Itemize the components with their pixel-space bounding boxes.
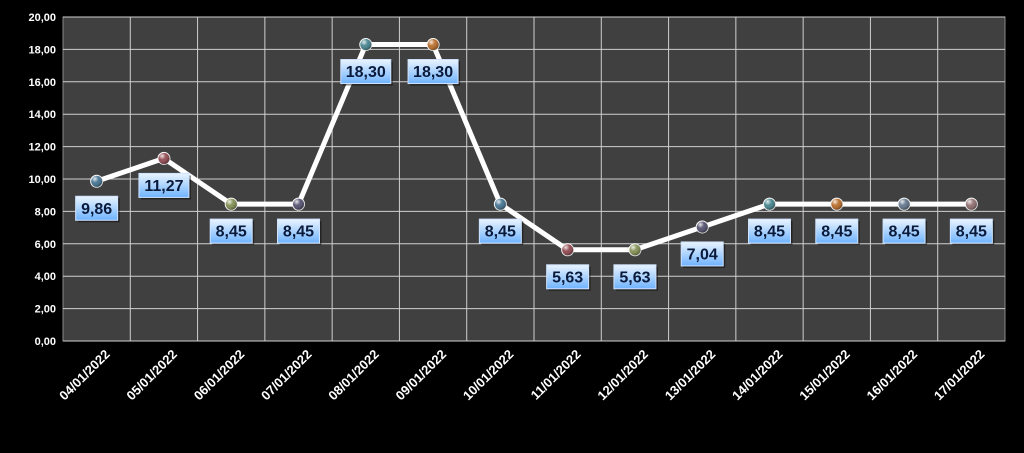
y-tick-label: 8,00 <box>35 206 56 218</box>
x-tick-label: 12/01/2022 <box>594 347 651 404</box>
data-label-text: 11,27 <box>144 178 183 195</box>
x-tick-label: 08/01/2022 <box>325 347 382 404</box>
data-label: 8,45 <box>949 218 995 246</box>
data-label-text: 7,04 <box>687 246 718 263</box>
x-tick-label: 14/01/2022 <box>729 347 786 404</box>
data-label: 8,45 <box>209 218 255 246</box>
y-tick-label: 0,00 <box>35 336 56 348</box>
y-tick-label: 6,00 <box>35 239 56 251</box>
data-point-shine <box>157 152 170 165</box>
data-label: 8,45 <box>882 218 928 246</box>
data-label-box <box>882 218 926 244</box>
x-tick-label: 06/01/2022 <box>191 347 248 404</box>
data-point-shine <box>561 243 574 256</box>
x-tick-label: 04/01/2022 <box>56 347 113 404</box>
data-label: 8,45 <box>277 218 322 246</box>
y-tick-label: 10,00 <box>28 174 56 186</box>
x-tick-label: 13/01/2022 <box>662 347 719 404</box>
data-point-shine <box>696 220 709 233</box>
x-tick-label: 17/01/2022 <box>931 347 988 404</box>
y-tick-label: 4,00 <box>35 271 56 283</box>
data-label: 18,30 <box>407 59 461 86</box>
data-label-text: 8,45 <box>889 224 920 241</box>
data-point-shine <box>898 198 911 211</box>
data-label-box <box>478 218 522 244</box>
x-tick-label: 16/01/2022 <box>864 347 921 404</box>
data-label: 11,27 <box>138 172 191 200</box>
data-label-box <box>138 172 190 198</box>
data-label-box <box>340 59 392 85</box>
data-markers <box>90 38 978 257</box>
data-label-text: 8,45 <box>283 224 314 241</box>
data-label-text: 8,45 <box>956 224 987 241</box>
x-tick-label: 09/01/2022 <box>393 347 450 404</box>
data-point-shine <box>965 198 978 211</box>
data-label-text: 5,63 <box>552 269 583 286</box>
data-point-shine <box>494 198 507 211</box>
data-label-box <box>75 195 119 221</box>
data-label: 8,45 <box>748 218 793 246</box>
data-point-shine <box>90 175 103 188</box>
data-label-text: 18,30 <box>413 64 453 81</box>
series-line <box>94 42 974 253</box>
data-label: 5,63 <box>546 264 591 291</box>
data-point-shine <box>225 198 238 211</box>
x-tick-label: 10/01/2022 <box>460 347 517 404</box>
data-labels: 9,86 11,27 8,45 8,45 18,30 18,30 8,45 5,63 5,63 7… <box>75 59 995 291</box>
data-label-text: 9,86 <box>81 201 112 218</box>
y-tick-label: 12,00 <box>28 142 56 154</box>
y-tick-label: 2,00 <box>35 304 56 316</box>
y-tick-label: 18,00 <box>28 44 56 56</box>
data-label: 8,45 <box>815 218 860 246</box>
data-label: 9,86 <box>75 195 120 223</box>
data-point-shine <box>628 243 641 256</box>
data-label-box <box>407 59 459 85</box>
data-point-shine <box>763 198 776 211</box>
data-label: 7,04 <box>680 241 726 268</box>
data-point-shine <box>292 198 305 211</box>
x-tick-label: 11/01/2022 <box>528 347 584 403</box>
x-tick-label: 05/01/2022 <box>123 347 180 404</box>
data-label-box <box>546 264 590 290</box>
y-axis-tick-labels: 0,00 2,00 4,00 6,00 8,00 10,00 12,00 14,00 16,00… <box>28 12 56 348</box>
y-tick-label: 14,00 <box>28 109 56 121</box>
data-label: 18,30 <box>340 59 393 86</box>
data-label: 8,45 <box>478 218 524 246</box>
data-label-text: 18,30 <box>346 64 386 81</box>
y-tick-label: 20,00 <box>28 12 56 24</box>
data-label-box <box>680 241 724 267</box>
data-label-text: 8,45 <box>754 224 785 241</box>
data-label: 5,63 <box>613 264 658 291</box>
x-tick-label: 07/01/2022 <box>258 347 315 404</box>
data-label-box <box>949 218 993 244</box>
data-point-shine <box>359 38 372 51</box>
x-tick-label: 15/01/2022 <box>796 347 853 404</box>
data-label-text: 5,63 <box>619 269 650 286</box>
gridlines <box>63 16 1005 342</box>
data-point-shine <box>427 38 440 51</box>
data-label-box <box>277 218 320 244</box>
series-polyline <box>94 42 974 253</box>
data-label-text: 8,45 <box>821 224 852 241</box>
data-label-text: 8,45 <box>216 224 247 241</box>
data-label-box <box>613 264 657 290</box>
data-label-box <box>748 218 791 244</box>
x-axis-tick-labels: 04/01/2022 05/01/2022 06/01/2022 07/01/2022… <box>56 347 987 404</box>
y-tick-label: 16,00 <box>28 77 56 89</box>
data-label-text: 8,45 <box>485 224 516 241</box>
data-label-box <box>815 218 859 244</box>
data-label-box <box>209 218 253 244</box>
data-point-shine <box>830 198 843 211</box>
